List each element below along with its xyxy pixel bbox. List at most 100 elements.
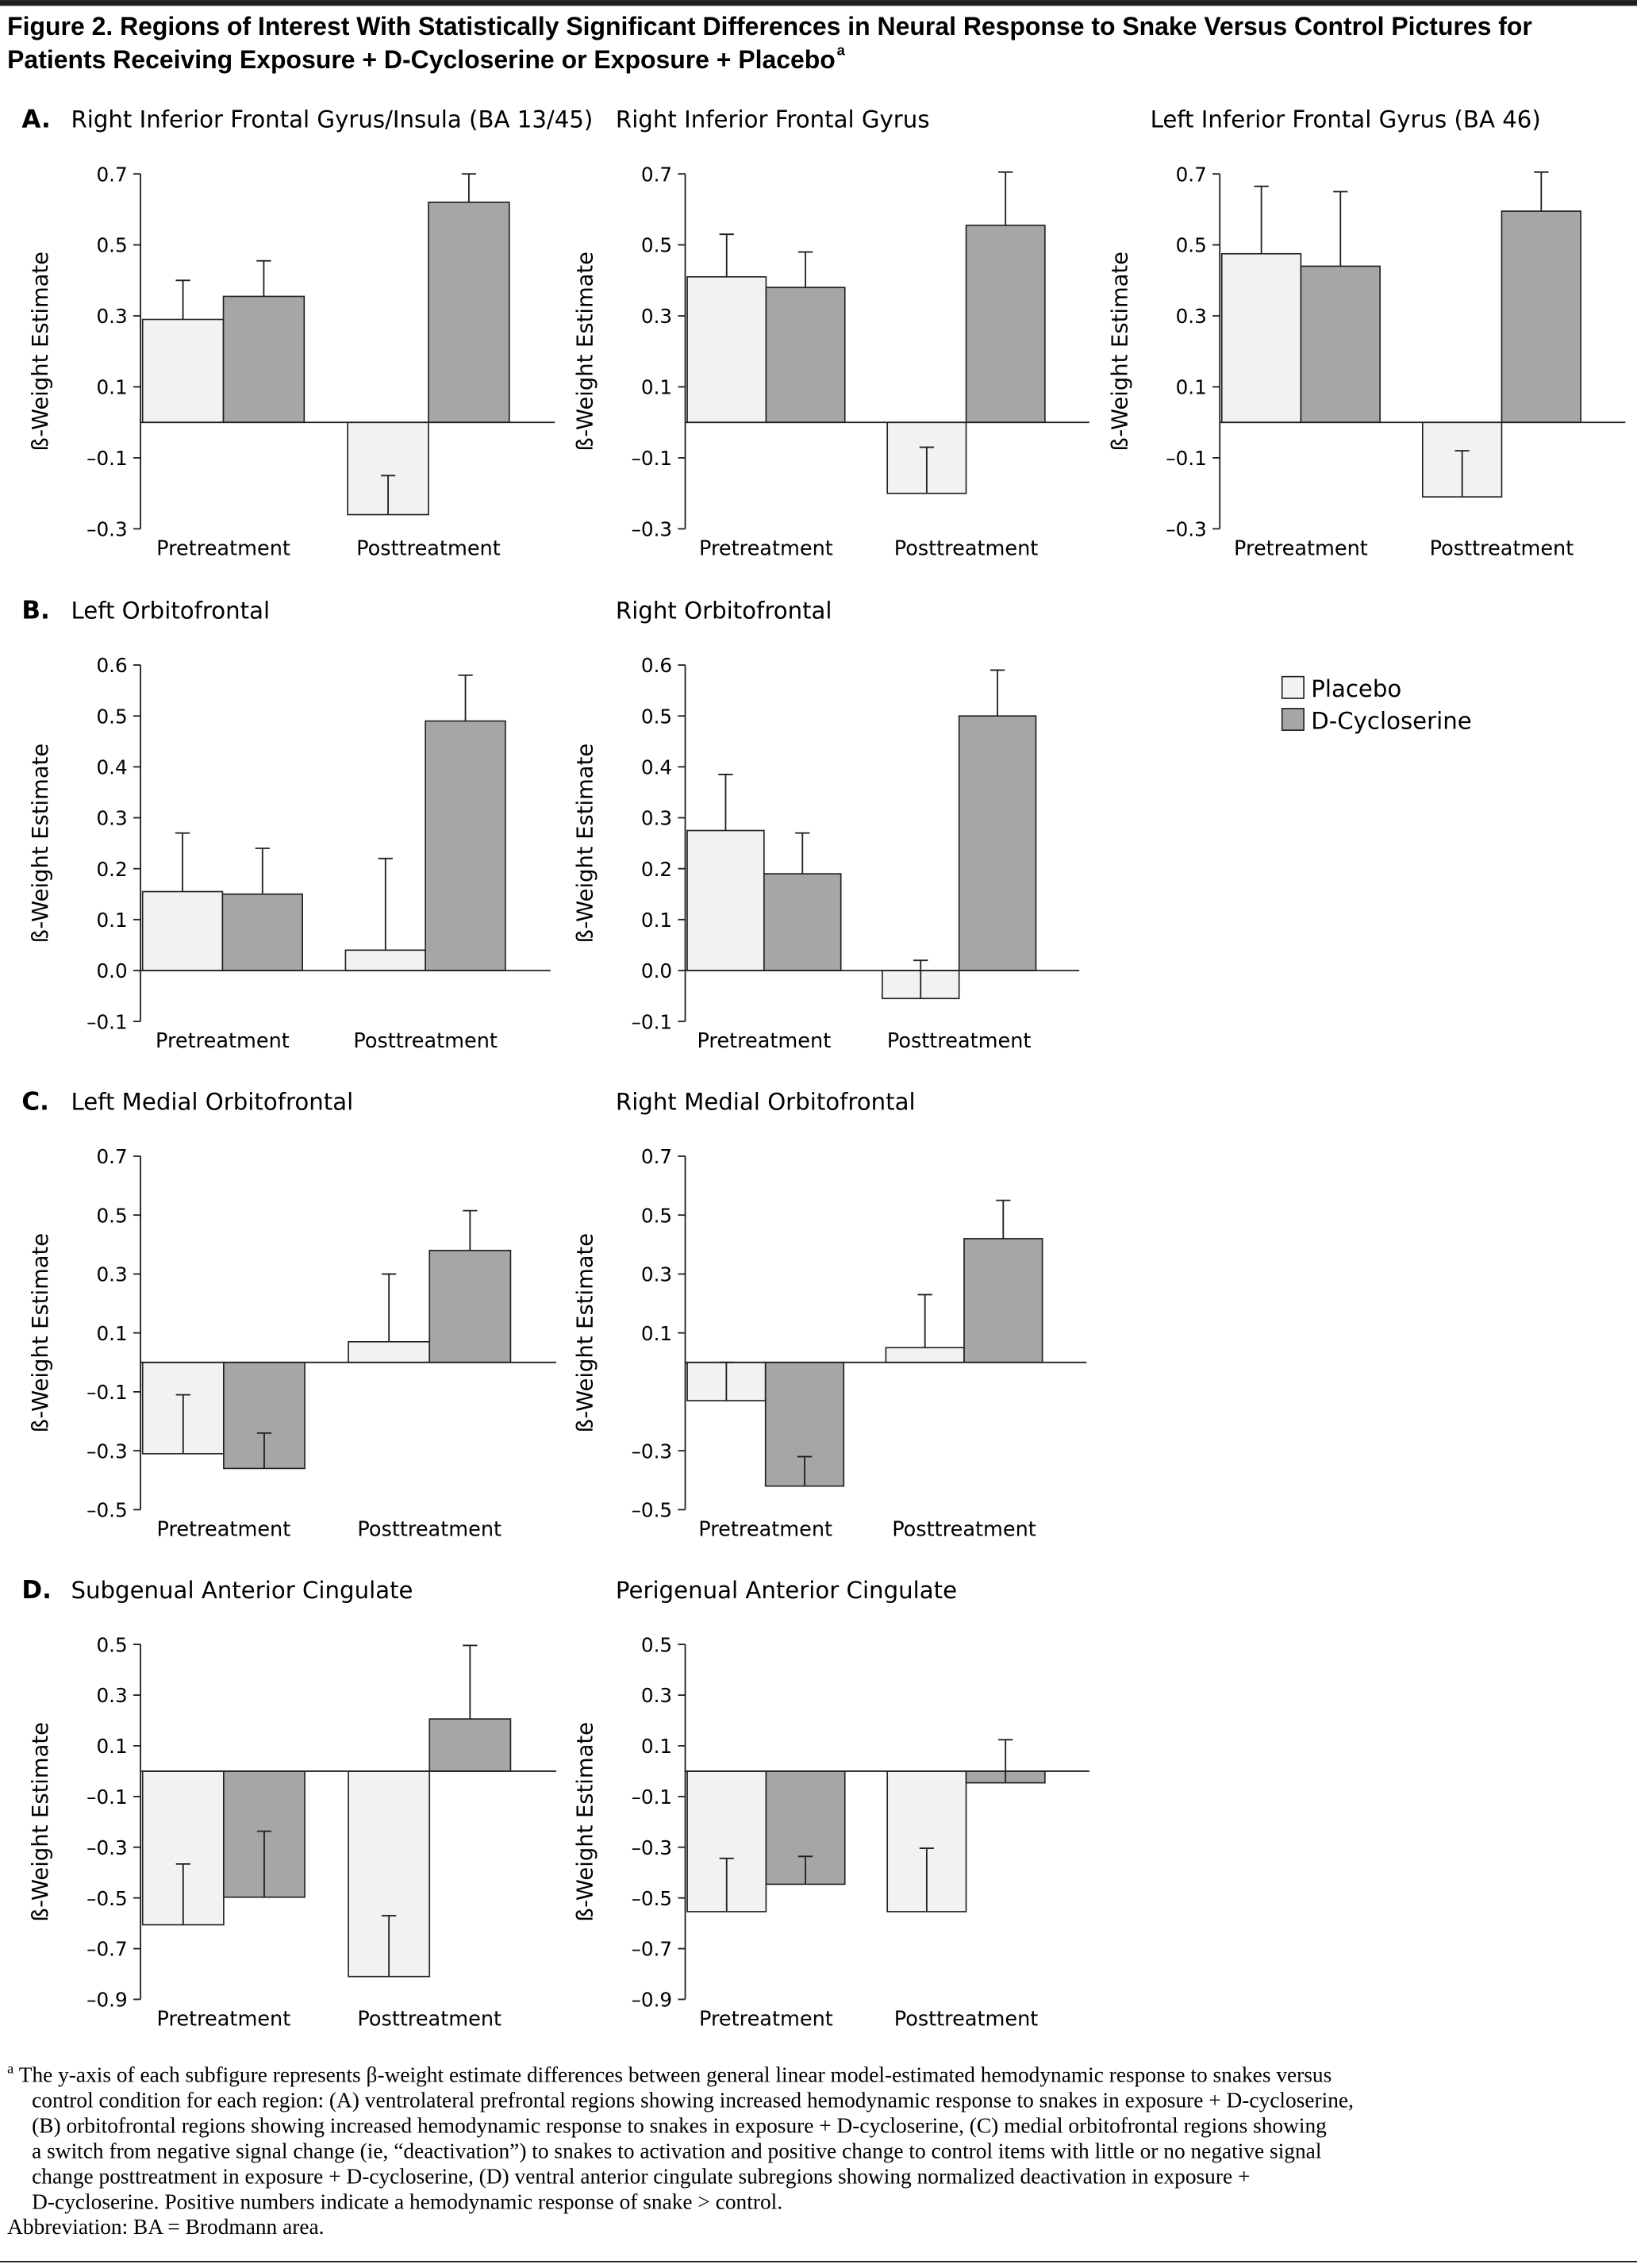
error-bar (797, 1855, 813, 1885)
y-tick-label: 0.7 (1176, 163, 1207, 186)
x-tick-label: Pretreatment (697, 1029, 831, 1053)
y-tick-label: –0.3 (632, 1836, 672, 1859)
y-tick-label: 0.5 (641, 234, 672, 257)
y-axis-label: ß-Weight Estimate (574, 744, 598, 944)
error-bar (463, 1209, 478, 1251)
error-bar (719, 1857, 734, 1912)
bar (686, 829, 765, 971)
y-tick-label: –0.1 (86, 447, 127, 470)
error-bar (998, 1739, 1013, 1783)
y-tick-label: 0.6 (641, 654, 672, 677)
x-tick-label: Posttreatment (357, 1517, 501, 1541)
x-tick-label: Pretreatment (699, 536, 833, 560)
y-tick-label: –0.1 (632, 1010, 672, 1033)
error-bar (797, 251, 813, 288)
bar (958, 715, 1037, 971)
x-tick-label: Pretreatment (698, 1517, 832, 1541)
error-bar (1534, 171, 1549, 212)
footnote: (B) orbitofrontal regions showing increa… (32, 2113, 1327, 2137)
error-bar (998, 171, 1013, 225)
x-tick-label: Posttreatment (1430, 536, 1574, 560)
y-tick-label: –0.7 (632, 1938, 672, 1961)
y-tick-label: –0.1 (86, 1786, 127, 1809)
y-tick-label: 0.7 (96, 163, 127, 186)
panel-label: D. (21, 1576, 52, 1605)
chart-title: Left Medial Orbitofrontal (71, 1089, 353, 1116)
error-bar (463, 1644, 478, 1720)
x-tick-label: Posttreatment (887, 1029, 1032, 1053)
error-bar (255, 848, 270, 894)
legend-label: Placebo (1311, 675, 1401, 702)
y-tick-label: –0.1 (632, 447, 672, 470)
error-bar (1254, 185, 1269, 254)
panel-label: A. (21, 106, 50, 134)
chart-title: Right Inferior Frontal Gyrus (616, 106, 930, 133)
y-tick-label: 0.7 (641, 163, 672, 186)
y-tick-label: –0.5 (86, 1499, 127, 1522)
error-bar (175, 1862, 190, 1925)
x-tick-label: Posttreatment (894, 2007, 1039, 2031)
x-tick-label: Pretreatment (1234, 536, 1368, 560)
error-bar (917, 1294, 932, 1348)
top-rule (0, 0, 1637, 6)
chart-title: Right Orbitofrontal (616, 598, 832, 625)
y-tick-label: 0.3 (641, 807, 672, 830)
error-bar (175, 832, 190, 892)
y-tick-label: –0.9 (632, 1989, 672, 2012)
error-bar (919, 446, 935, 494)
error-bar (380, 475, 396, 515)
y-tick-label: 0.5 (96, 1633, 127, 1656)
y-tick-label: 0.3 (96, 305, 127, 328)
bar (765, 286, 846, 424)
y-tick-label: –0.3 (86, 518, 127, 541)
y-tick-label: –0.3 (86, 1440, 127, 1463)
bar (1501, 210, 1581, 424)
y-tick-label: 0.1 (641, 909, 672, 932)
bar (686, 276, 767, 424)
footnote: change posttreatment in exposure + D-cyc… (32, 2164, 1250, 2188)
error-bar (919, 1847, 935, 1912)
bar (1300, 265, 1381, 424)
error-bar (996, 1199, 1011, 1239)
bar (348, 1340, 431, 1363)
bar (428, 1718, 512, 1772)
y-axis-label: ß-Weight Estimate (574, 252, 598, 452)
error-bar (458, 674, 473, 721)
error-bar (797, 1455, 813, 1486)
y-tick-label: 0.3 (96, 807, 127, 830)
y-tick-label: 0.4 (96, 755, 127, 778)
error-bar (719, 233, 734, 277)
chart-title: Left Inferior Frontal Gyrus (BA 46) (1151, 106, 1541, 133)
bar (425, 720, 506, 971)
y-tick-label: –0.1 (1166, 447, 1206, 470)
chart-title: Right Medial Orbitofrontal (616, 1089, 916, 1116)
bar (428, 202, 510, 424)
y-axis-label: ß-Weight Estimate (29, 252, 53, 452)
bar (344, 949, 426, 971)
y-tick-label: –0.1 (86, 1381, 127, 1404)
chart-title: Subgenual Anterior Cingulate (71, 1577, 413, 1604)
legend-label: D-Cycloserine (1311, 707, 1472, 734)
error-bar (256, 1830, 272, 1897)
y-tick-label: 0.5 (641, 705, 672, 728)
figure-title: Patients Receiving Exposure + D-Cycloser… (7, 45, 836, 74)
bar (141, 890, 224, 971)
y-tick-label: 0.1 (96, 909, 127, 932)
x-tick-label: Pretreatment (699, 2007, 833, 2031)
footnote: The y-axis of each subfigure represents … (19, 2063, 1332, 2087)
x-tick-label: Pretreatment (156, 536, 290, 560)
y-tick-label: 0.1 (641, 1322, 672, 1345)
bar (1220, 252, 1302, 424)
legend-swatch (1281, 675, 1305, 699)
error-bar (175, 279, 190, 320)
y-tick-label: 0.1 (641, 376, 672, 399)
y-axis-label: ß-Weight Estimate (1108, 252, 1132, 452)
y-tick-label: 0.7 (641, 1145, 672, 1168)
legend-swatch (1281, 707, 1305, 732)
y-tick-label: 0.3 (1176, 305, 1207, 328)
title-mark: a (837, 41, 846, 58)
y-tick-label: –0.3 (632, 1440, 672, 1463)
y-tick-label: 0.3 (641, 1263, 672, 1286)
error-bar (382, 1915, 397, 1977)
